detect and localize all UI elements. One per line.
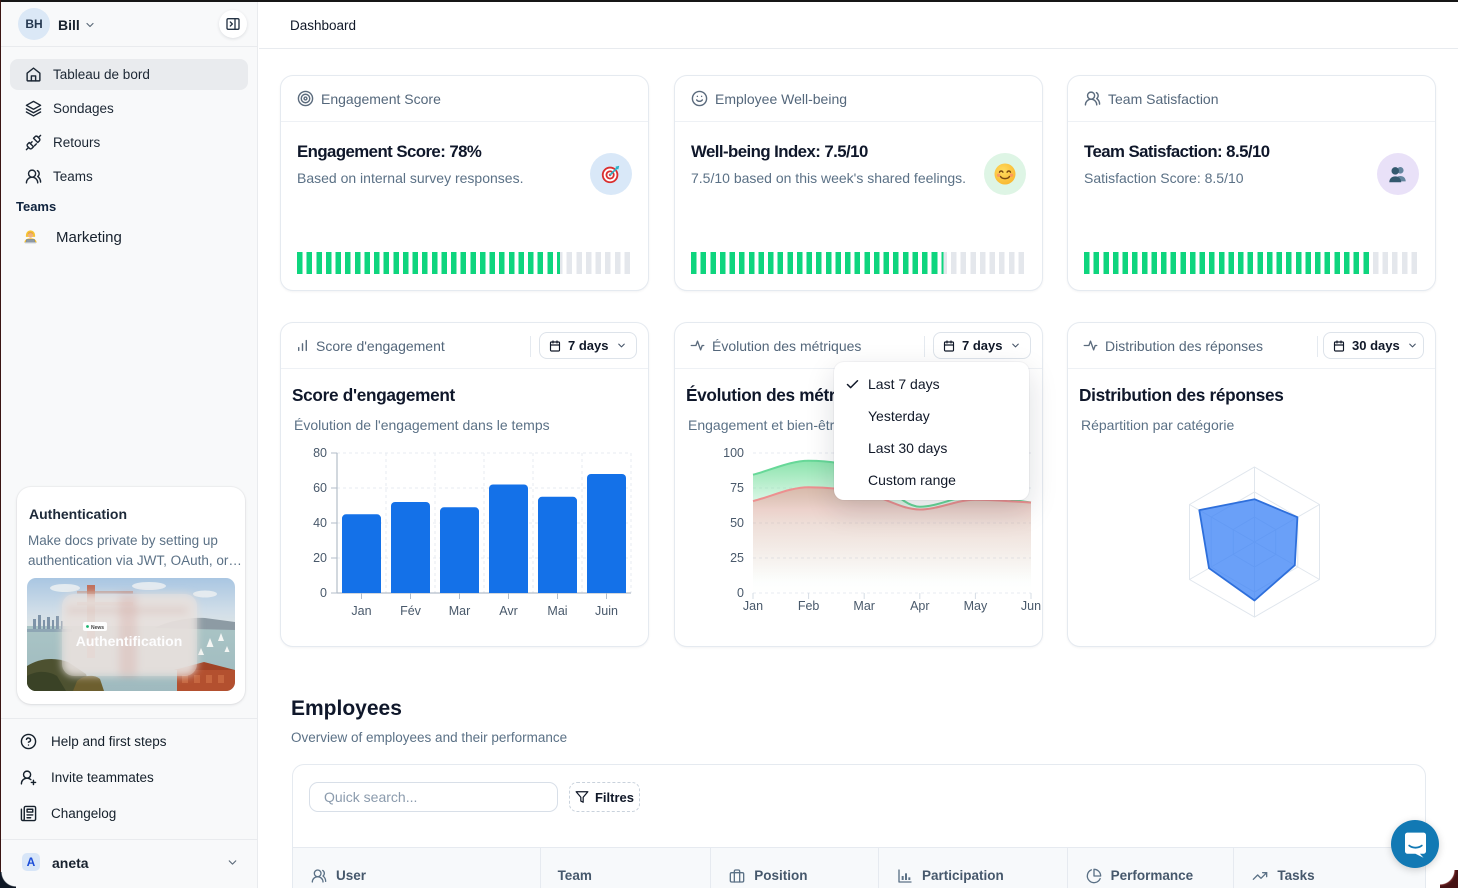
svg-text:0: 0 <box>737 586 744 600</box>
svg-text:Feb: Feb <box>798 599 820 613</box>
svg-text:100: 100 <box>723 446 744 460</box>
svg-text:0: 0 <box>320 586 327 600</box>
svg-text:75: 75 <box>730 481 744 495</box>
svg-text:Jun: Jun <box>1021 599 1041 613</box>
svg-text:20: 20 <box>313 551 327 565</box>
svg-text:60: 60 <box>313 481 327 495</box>
svg-text:Avr: Avr <box>499 604 518 618</box>
svg-text:40: 40 <box>313 516 327 530</box>
svg-text:Mai: Mai <box>547 604 567 618</box>
svg-text:80: 80 <box>313 446 327 460</box>
svg-text:News: News <box>91 625 104 631</box>
svg-text:Mar: Mar <box>449 604 471 618</box>
svg-text:Authentification: Authentification <box>76 633 183 649</box>
svg-text:50: 50 <box>730 516 744 530</box>
svg-text:Juin: Juin <box>595 604 618 618</box>
svg-text:Apr: Apr <box>910 599 929 613</box>
svg-text:Mar: Mar <box>853 599 875 613</box>
svg-text:Jan: Jan <box>351 604 371 618</box>
svg-text:Jan: Jan <box>743 599 763 613</box>
svg-text:Fév: Fév <box>400 604 422 618</box>
svg-text:25: 25 <box>730 551 744 565</box>
svg-text:May: May <box>964 599 988 613</box>
